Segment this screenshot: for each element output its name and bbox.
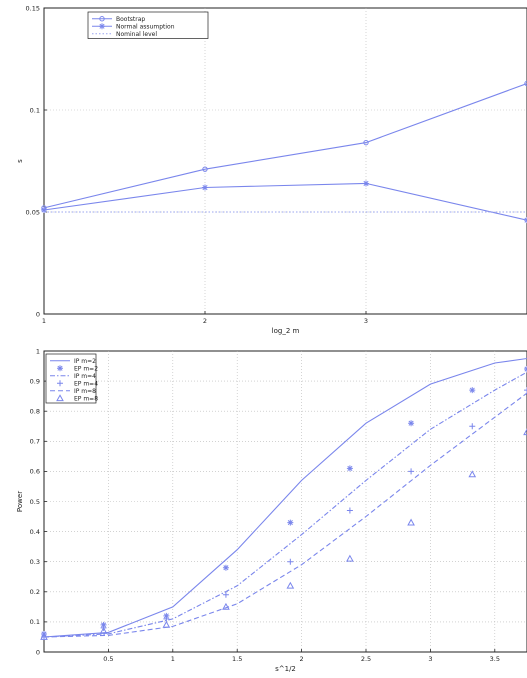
legend-entry: EP m=8 — [74, 395, 98, 402]
data-point — [469, 423, 476, 430]
series-1 — [43, 357, 527, 638]
data-point — [222, 602, 230, 610]
legend-entry: Normal assumption — [116, 23, 175, 30]
data-point — [407, 518, 415, 526]
legend-entry: IP m=8 — [74, 388, 96, 395]
legend-entry: IP m=2 — [74, 358, 96, 365]
series-5 — [43, 392, 527, 638]
legend-entry: EP m=2 — [74, 365, 98, 372]
x-tick-label: 0.5 — [103, 655, 113, 663]
legend: IP m=2EP m=2IP m=4EP m=4IP m=8EP m=8 — [45, 353, 98, 404]
x-tick-label: 3.5 — [490, 655, 500, 663]
x-tick-label: 2.5 — [361, 655, 371, 663]
x-tick-label: 2 — [300, 655, 304, 663]
series-line — [43, 182, 527, 221]
series-line — [43, 371, 527, 638]
y-tick-label: 0 — [36, 310, 40, 318]
data-point — [286, 581, 295, 589]
data-point — [408, 468, 415, 475]
legend-entry: EP m=4 — [74, 380, 98, 387]
data-point — [346, 507, 353, 514]
data-point — [163, 612, 170, 619]
series-line — [43, 82, 527, 209]
data-point — [363, 180, 369, 187]
legend-entry: Bootstrap — [116, 16, 145, 23]
y-tick-label: 0.9 — [30, 377, 40, 385]
y-tick-label: 0.1 — [30, 618, 40, 626]
series-6 — [40, 428, 527, 640]
y-tick-label: 1 — [36, 347, 40, 355]
y-tick-label: 0.5 — [30, 498, 40, 506]
series-2 — [41, 366, 527, 637]
data-point — [41, 206, 47, 213]
legend-box — [87, 11, 209, 39]
data-point — [162, 620, 171, 628]
legend-marker — [57, 380, 63, 387]
legend-box — [45, 353, 97, 404]
data-point — [408, 420, 415, 427]
x-tick-label: 3 — [428, 655, 432, 663]
y-axis-label: s — [16, 159, 24, 163]
y-tick-label: 0.4 — [30, 528, 40, 536]
chart-2: 0.5 1 1.5 2 2.5 3 3.5 0 0.1 0.2 0.3 0.4 0.5 0.6 0.7 0.8… — [16, 347, 527, 673]
y-tick-label: 0 — [36, 648, 40, 656]
y-tick-label: 0.8 — [30, 408, 40, 416]
legend-marker — [99, 16, 105, 22]
data-point — [100, 621, 107, 628]
y-tick-label: 0.15 — [26, 4, 40, 12]
legend-entry: Nominal level — [116, 31, 157, 38]
data-point — [222, 591, 229, 598]
x-tick-label: 1.5 — [232, 655, 242, 663]
data-point — [287, 519, 294, 526]
data-point — [287, 558, 294, 565]
y-tick-label: 0.2 — [30, 588, 40, 596]
series-2 — [41, 180, 527, 224]
x-tick-label: 3 — [364, 317, 368, 325]
data-point — [346, 465, 353, 472]
x-tick-label: 1 — [42, 317, 46, 325]
x-tick-label: 2 — [203, 317, 207, 325]
y-tick-label: 0.7 — [30, 438, 40, 446]
data-point — [363, 139, 369, 146]
data-point — [346, 554, 354, 562]
y-axis-label: Power — [16, 491, 24, 512]
y-tick-label: 0.05 — [26, 208, 40, 216]
data-point — [468, 470, 477, 478]
data-point — [40, 632, 48, 640]
legend-marker — [99, 23, 105, 30]
series-3 — [43, 371, 527, 638]
series-line — [43, 392, 527, 638]
plot-area — [43, 7, 527, 315]
x-tick-label: 1 — [171, 655, 175, 663]
data-point — [524, 387, 527, 394]
y-tick-label: 0.1 — [30, 106, 40, 114]
x-axis-label: log_2 m — [272, 327, 300, 335]
data-point — [469, 387, 476, 394]
series-line — [43, 357, 527, 638]
legend-marker — [56, 394, 64, 402]
y-tick-label: 0.6 — [30, 468, 40, 476]
legend-marker — [57, 365, 63, 372]
data-point — [523, 428, 527, 436]
data-point — [99, 626, 108, 634]
x-axis-label: s^1/2 — [275, 665, 296, 673]
y-tick-label: 0.3 — [30, 558, 40, 566]
data-point — [202, 184, 208, 191]
data-point — [222, 564, 229, 571]
data-point — [202, 166, 208, 172]
legend-entry: IP m=4 — [74, 373, 96, 380]
